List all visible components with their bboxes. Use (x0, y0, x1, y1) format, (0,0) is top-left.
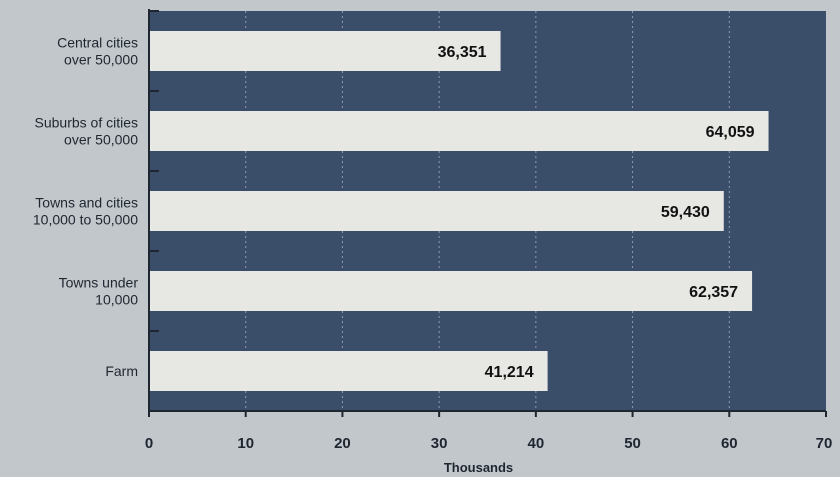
bar-4 (149, 351, 548, 391)
x-tick-label-40: 40 (528, 435, 545, 452)
x-tick-label-0: 0 (145, 435, 153, 452)
bar-1 (149, 111, 769, 151)
data-label-3: 62,357 (689, 284, 738, 301)
bar-0 (149, 31, 501, 71)
data-label-2: 59,430 (661, 204, 710, 221)
x-tick-label-50: 50 (624, 435, 641, 452)
x-tick-label-60: 60 (721, 435, 738, 452)
x-tick-label-20: 20 (334, 435, 351, 452)
category-label-0: Central cities over 50,000 (57, 35, 138, 68)
category-label-3: Towns under 10,000 (59, 275, 139, 308)
data-label-1: 64,059 (706, 124, 755, 141)
x-tick-label-10: 10 (237, 435, 254, 452)
x-tick-labels: 0 10 20 30 40 50 60 70 (145, 435, 833, 452)
axes (148, 9, 827, 417)
bars: 36,351 64,059 59,430 62,357 41,214 (149, 31, 769, 391)
data-label-0: 36,351 (438, 44, 487, 61)
x-tick-label-70: 70 (816, 435, 833, 452)
data-label-4: 41,214 (485, 364, 534, 381)
category-label-1: Suburbs of cities over 50,000 (35, 115, 139, 148)
category-label-4: Farm (105, 363, 138, 379)
bar-2 (149, 191, 724, 231)
bar-3 (149, 271, 753, 311)
category-label-2: Towns and cities 10,000 to 50,000 (33, 195, 138, 228)
x-tick-label-30: 30 (431, 435, 448, 452)
x-axis-title: Thousands (444, 460, 513, 475)
category-labels: Central cities over 50,000 Suburbs of citi… (33, 35, 138, 380)
